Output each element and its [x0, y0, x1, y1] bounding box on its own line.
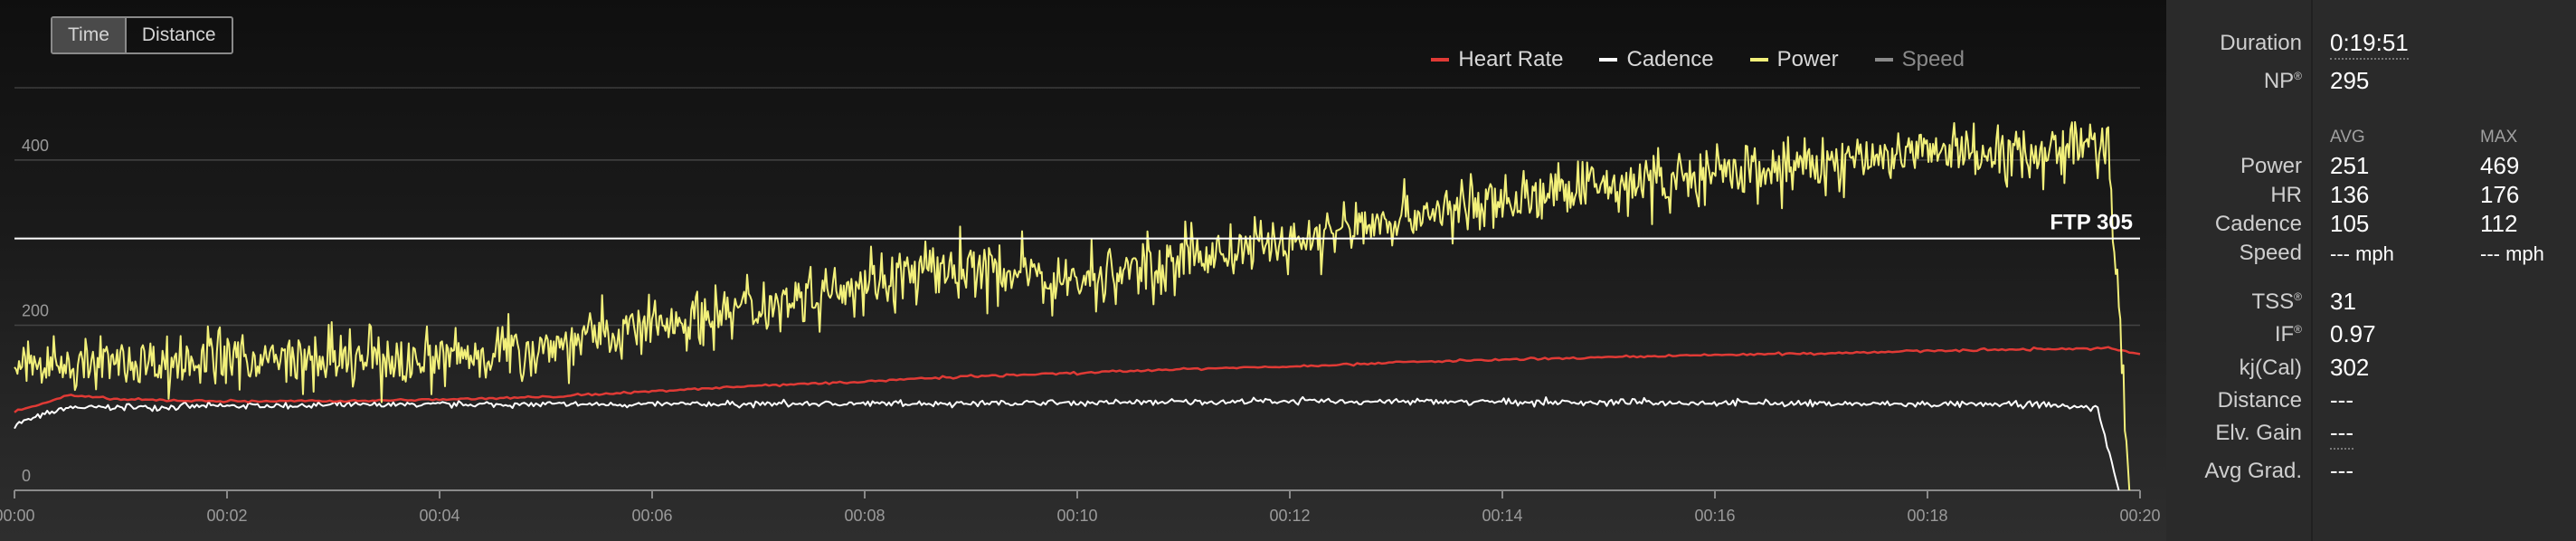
if-label-wrap: IF® [2275, 322, 2302, 347]
registered-mark: ® [2294, 70, 2302, 82]
np-label: NP [2263, 69, 2295, 93]
cadence-series-line [14, 395, 2120, 491]
chart-legend: Heart Rate Cadence Power Speed [1431, 47, 1965, 72]
x-tick-label: 00:16 [1694, 507, 1735, 525]
x-tick-label: 00:12 [1269, 507, 1310, 525]
registered-mark: ® [2294, 290, 2302, 303]
legend-label: Cadence [1626, 47, 1714, 71]
cadence-swatch [1599, 58, 1618, 62]
x-tick-label: 00:18 [1907, 507, 1947, 525]
elevation-gain-label: Elv. Gain [2215, 421, 2302, 445]
kj-value: 302 [2330, 354, 2370, 381]
cadence-label: Cadence [2214, 212, 2302, 236]
distance-label: Distance [2217, 388, 2302, 413]
registered-mark: ® [2294, 323, 2302, 336]
time-distance-toggle: Time Distance [51, 16, 233, 54]
power-series-line [14, 120, 2131, 491]
x-tick-label: 00:20 [2119, 507, 2160, 525]
max-column-header: MAX [2480, 128, 2518, 147]
x-tick-label: 00:08 [844, 507, 885, 525]
x-tick-label: 00:06 [631, 507, 672, 525]
legend-label: Power [1776, 47, 1839, 71]
tss-label: TSS [2251, 289, 2295, 314]
time-toggle-button[interactable]: Time [52, 18, 125, 52]
y-tick-label: 400 [22, 137, 49, 155]
np-label-wrap: NP® [2264, 69, 2302, 94]
avg-grade-label: Avg Grad. [2204, 459, 2302, 483]
distance-value: --- [2330, 386, 2353, 413]
hr-label: HR [2270, 183, 2302, 207]
if-label: IF [2274, 322, 2295, 346]
stats-panel: Duration 0:19:51 NP® 295 AVG MAX Power 2… [2166, 0, 2576, 541]
np-value: 295 [2330, 67, 2370, 94]
legend-item-cadence[interactable]: Cadence [1599, 47, 1714, 72]
ftp-label: FTP 305 [2050, 211, 2133, 235]
power-label: Power [2240, 154, 2302, 178]
tss-value: 31 [2330, 288, 2356, 315]
avg-grade-value: --- [2330, 457, 2353, 484]
cadence-max: 112 [2480, 210, 2518, 237]
avg-column-header: AVG [2330, 128, 2365, 147]
speed-max: --- mph [2480, 242, 2544, 265]
distance-toggle-button[interactable]: Distance [124, 18, 232, 52]
x-tick-label: 00:14 [1482, 507, 1522, 525]
tss-label-wrap: TSS® [2251, 289, 2302, 315]
kj-label: kj(Cal) [2239, 356, 2302, 380]
power-max: 469 [2480, 152, 2520, 179]
hr-max: 176 [2480, 181, 2520, 208]
x-tick-label: 00:02 [206, 507, 247, 525]
y-tick-label: 0 [22, 467, 31, 485]
power-avg: 251 [2330, 152, 2370, 179]
hr-avg: 136 [2330, 181, 2370, 208]
duration-label: Duration [2220, 31, 2302, 55]
legend-item-power[interactable]: Power [1749, 47, 1839, 72]
legend-item-speed[interactable]: Speed [1874, 47, 1965, 72]
x-tick-label: 00:00 [0, 507, 35, 525]
x-tick-label: 00:10 [1056, 507, 1097, 525]
if-value: 0.97 [2330, 320, 2376, 347]
workout-chart[interactable]: 0 200 400 00:00 00:02 00:04 00:06 00:08 00:10 00:… [0, 0, 2166, 541]
elevation-gain-value[interactable]: --- [2330, 419, 2353, 450]
stats-divider [2311, 0, 2313, 541]
x-tick-label: 00:04 [419, 507, 459, 525]
heart-rate-swatch [1431, 58, 1450, 62]
heart-rate-series-line [14, 346, 2141, 413]
duration-value[interactable]: 0:19:51 [2330, 29, 2409, 60]
speed-avg: --- mph [2330, 242, 2394, 265]
chart-panel: 0 200 400 00:00 00:02 00:04 00:06 00:08 00:10 00:… [0, 0, 2166, 541]
speed-label: Speed [2239, 241, 2302, 265]
speed-swatch [1874, 58, 1893, 62]
power-swatch [1749, 58, 1768, 62]
legend-item-heart-rate[interactable]: Heart Rate [1431, 47, 1563, 72]
y-tick-label: 200 [22, 301, 49, 319]
cadence-avg: 105 [2330, 210, 2370, 237]
legend-label: Speed [1901, 47, 1965, 71]
legend-label: Heart Rate [1458, 47, 1564, 71]
